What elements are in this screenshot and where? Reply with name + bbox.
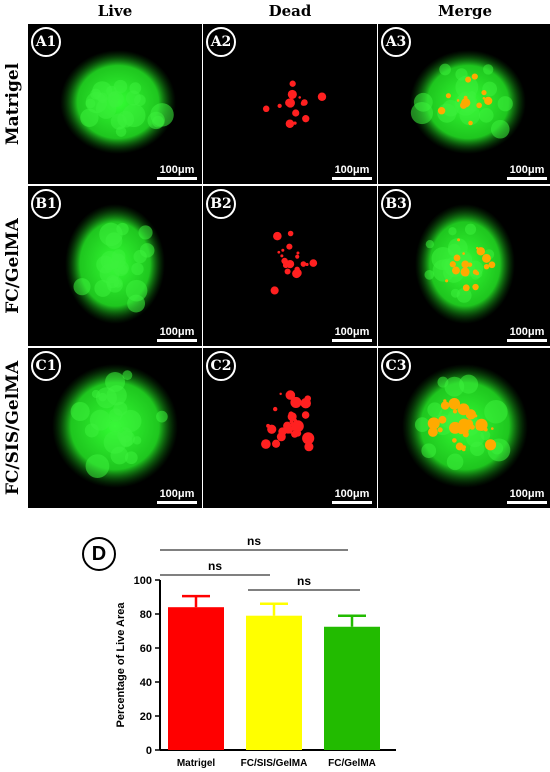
live-area-bar-chart: 0 20 40 60 80 100 Percentage of Live Area Matri… (115, 534, 396, 769)
micrograph-b1: B1 100μm (28, 186, 202, 346)
panel-label: B2 (206, 189, 236, 219)
micrograph-a2: A2 100μm (203, 24, 377, 184)
micrograph-a3: A3 100μm (378, 24, 550, 184)
x-tick-label: Matrigel (177, 758, 216, 769)
x-tick-label: FC/GelMA (328, 758, 376, 769)
significance-label: ns (297, 574, 311, 588)
scale-bar: 100μm (507, 488, 547, 504)
y-tick-label: 80 (140, 609, 152, 621)
micrograph-a1: A1 100μm (28, 24, 202, 184)
column-header-live: Live (97, 2, 133, 20)
y-tick-label: 100 (134, 575, 152, 587)
row-header-fc-gelma: FC/GelMA (3, 218, 24, 314)
scale-bar: 100μm (157, 488, 197, 504)
panel-label: A2 (206, 27, 236, 57)
panel-label: C2 (206, 351, 236, 381)
y-tick-label: 20 (140, 711, 152, 723)
micrograph-b2: B2 100μm (203, 186, 377, 346)
scale-bar: 100μm (332, 326, 372, 342)
micrograph-b3: B3 100μm (378, 186, 550, 346)
scale-bar: 100μm (157, 164, 197, 180)
significance-label: ns (247, 534, 261, 548)
panel-label: C3 (381, 351, 411, 381)
bar-1 (168, 607, 224, 750)
micrograph-c2: C2 100μm (203, 348, 377, 508)
significance-label: ns (208, 559, 222, 573)
scale-bar: 100μm (332, 488, 372, 504)
bar-3 (324, 626, 380, 750)
column-header-dead: Dead (268, 2, 312, 20)
y-tick-label: 40 (140, 677, 152, 689)
row-header-matrigel: Matrigel (3, 62, 24, 146)
bar-2 (246, 615, 302, 750)
micrograph-c1: C1 100μm (28, 348, 202, 508)
micrograph-c3: C3 100μm (378, 348, 550, 508)
scale-bar: 100μm (507, 164, 547, 180)
y-axis-label: Percentage of Live Area (115, 602, 127, 728)
panel-label: A3 (381, 27, 411, 57)
panel-label: A1 (31, 27, 61, 57)
row-header-fc-sis-gelma: FC/SIS/GelMA (3, 360, 24, 496)
y-tick-label: 60 (140, 643, 152, 655)
scale-bar: 100μm (332, 164, 372, 180)
x-tick-label: FC/SIS/GelMA (241, 758, 308, 769)
scale-bar: 100μm (157, 326, 197, 342)
column-header-merge: Merge (437, 2, 493, 20)
panel-label: B1 (31, 189, 61, 219)
y-tick-label: 0 (146, 745, 152, 757)
panel-label: B3 (381, 189, 411, 219)
scale-bar: 100μm (507, 326, 547, 342)
panel-label: C1 (31, 351, 61, 381)
panel-label-d: D (82, 537, 116, 571)
